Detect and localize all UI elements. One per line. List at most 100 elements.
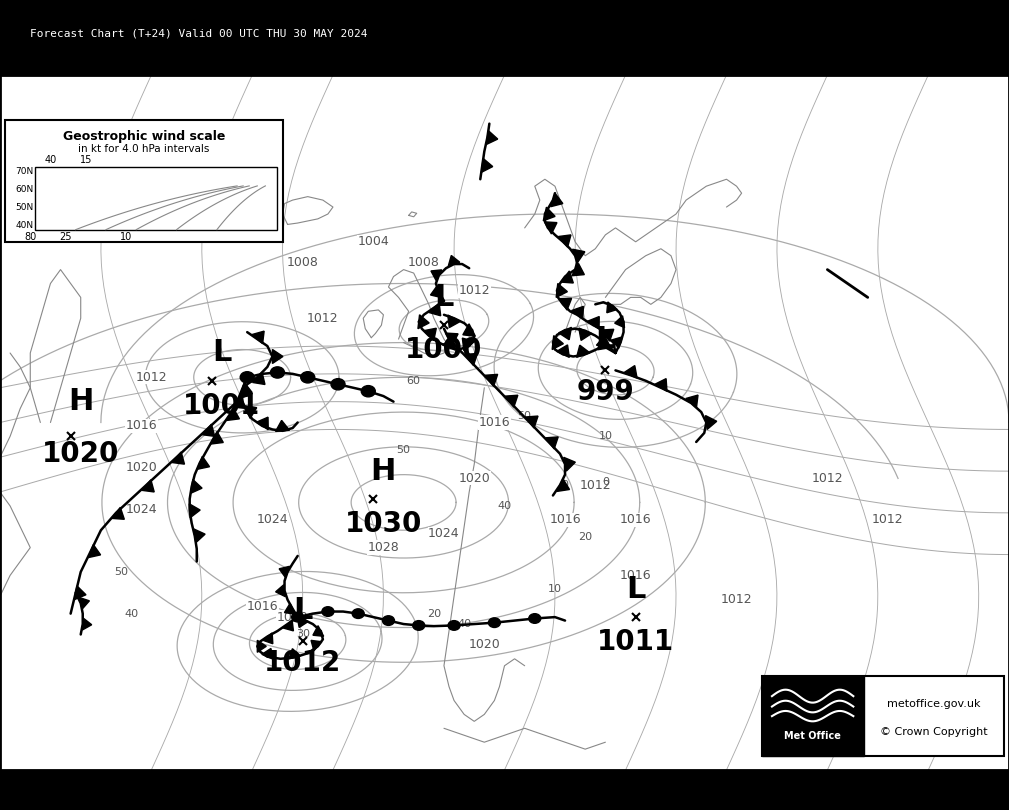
Polygon shape <box>481 159 492 173</box>
Bar <box>5 120 283 242</box>
Text: 1012: 1012 <box>579 479 611 492</box>
Polygon shape <box>429 303 441 316</box>
Text: 1011: 1011 <box>597 628 674 656</box>
Text: 1016: 1016 <box>246 600 278 613</box>
Text: 1028: 1028 <box>367 541 400 554</box>
Circle shape <box>240 372 254 383</box>
Text: 1000: 1000 <box>406 336 482 364</box>
Polygon shape <box>275 585 286 597</box>
Polygon shape <box>298 617 308 628</box>
Text: 50: 50 <box>518 411 532 420</box>
Text: 50: 50 <box>114 567 128 577</box>
Polygon shape <box>465 353 477 365</box>
Polygon shape <box>279 566 290 578</box>
Bar <box>0 75 1009 770</box>
Polygon shape <box>190 504 200 518</box>
Polygon shape <box>606 302 618 313</box>
Polygon shape <box>561 271 573 283</box>
Text: 1020: 1020 <box>42 441 119 468</box>
Circle shape <box>382 616 395 625</box>
Polygon shape <box>289 649 301 659</box>
Polygon shape <box>559 327 571 339</box>
Text: 10: 10 <box>120 232 132 242</box>
Text: 1020: 1020 <box>276 611 309 624</box>
Polygon shape <box>418 315 429 329</box>
Polygon shape <box>311 641 322 650</box>
Text: 1008: 1008 <box>287 256 319 269</box>
Text: 70N: 70N <box>15 167 33 176</box>
Text: Forecast Chart (T+24) Valid 00 UTC THU 30 MAY 2024: Forecast Chart (T+24) Valid 00 UTC THU 3… <box>30 28 367 39</box>
Text: in kt for 4.0 hPa intervals: in kt for 4.0 hPa intervals <box>78 144 210 155</box>
Bar <box>0 75 1009 770</box>
Bar <box>35 167 277 230</box>
Polygon shape <box>191 480 202 493</box>
Polygon shape <box>256 417 268 430</box>
Polygon shape <box>463 324 475 336</box>
Polygon shape <box>596 335 610 347</box>
Text: 25: 25 <box>60 232 72 242</box>
Polygon shape <box>557 479 569 492</box>
Text: L: L <box>212 339 232 368</box>
Polygon shape <box>611 337 623 348</box>
Polygon shape <box>240 385 252 398</box>
Text: 60N: 60N <box>15 185 33 194</box>
Polygon shape <box>88 544 101 557</box>
Text: 1020: 1020 <box>125 461 157 474</box>
Text: 0: 0 <box>602 476 608 487</box>
Text: 10: 10 <box>598 432 612 441</box>
Text: 30: 30 <box>296 629 310 639</box>
Text: 1012: 1012 <box>811 471 844 484</box>
Text: 999: 999 <box>576 378 635 406</box>
Polygon shape <box>448 315 460 327</box>
Text: 0: 0 <box>562 480 568 490</box>
Text: 1001: 1001 <box>184 392 260 420</box>
Polygon shape <box>557 345 569 357</box>
Polygon shape <box>272 349 283 364</box>
Polygon shape <box>546 437 558 449</box>
Text: 80: 80 <box>24 232 36 242</box>
Polygon shape <box>172 452 185 464</box>
Text: 1012: 1012 <box>264 649 341 677</box>
Polygon shape <box>79 598 90 609</box>
Circle shape <box>322 607 334 616</box>
Polygon shape <box>252 331 264 343</box>
Polygon shape <box>112 507 124 519</box>
Text: 1024: 1024 <box>428 527 460 540</box>
Polygon shape <box>587 317 599 329</box>
Polygon shape <box>83 618 92 630</box>
Circle shape <box>413 620 425 630</box>
Text: metoffice.gov.uk: metoffice.gov.uk <box>887 699 981 709</box>
Circle shape <box>270 367 285 378</box>
Text: 40: 40 <box>44 155 57 164</box>
Polygon shape <box>446 333 458 345</box>
Polygon shape <box>556 284 567 297</box>
Polygon shape <box>141 480 154 492</box>
Polygon shape <box>601 330 613 341</box>
Text: 1024: 1024 <box>256 514 289 526</box>
Polygon shape <box>597 338 610 350</box>
Text: 20: 20 <box>578 532 592 542</box>
Polygon shape <box>686 395 698 407</box>
Text: 50: 50 <box>397 446 411 455</box>
Polygon shape <box>552 335 563 350</box>
Text: 1008: 1008 <box>408 256 440 269</box>
Text: 1016: 1016 <box>478 416 511 429</box>
Text: 40: 40 <box>457 619 471 629</box>
Polygon shape <box>625 365 637 378</box>
Polygon shape <box>558 235 571 247</box>
Polygon shape <box>705 416 716 429</box>
Text: 1012: 1012 <box>458 284 490 297</box>
Polygon shape <box>197 456 210 469</box>
Text: 1016: 1016 <box>620 514 652 526</box>
Polygon shape <box>443 338 455 350</box>
Circle shape <box>529 614 541 624</box>
Bar <box>0 0 1009 75</box>
Text: 10: 10 <box>548 584 562 595</box>
Polygon shape <box>252 373 265 385</box>
Text: Met Office: Met Office <box>784 731 842 741</box>
Polygon shape <box>285 603 296 614</box>
Polygon shape <box>506 395 518 407</box>
Text: H: H <box>68 387 94 416</box>
Polygon shape <box>551 194 563 207</box>
Text: 40N: 40N <box>15 221 33 230</box>
